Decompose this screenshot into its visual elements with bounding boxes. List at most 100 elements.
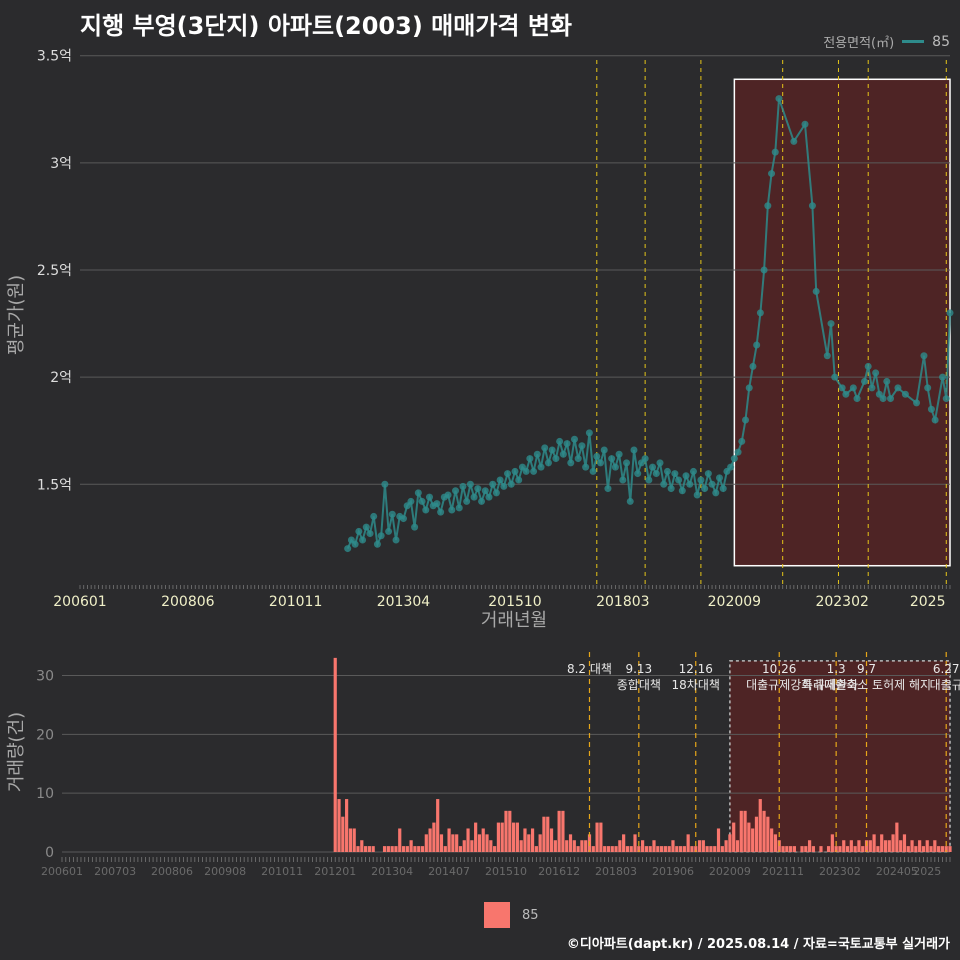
price-point [589, 467, 597, 475]
volume-bar [565, 840, 569, 852]
volume-bar [496, 822, 501, 852]
volume-y-tick-label: 30 [36, 669, 54, 685]
price-point [719, 485, 727, 493]
price-x-tick-label: 2025 [910, 594, 946, 610]
volume-x-tick-label: 202009 [709, 865, 751, 878]
price-point [920, 352, 928, 360]
highlight-region [733, 78, 951, 567]
policy-label: 1.3 [827, 662, 846, 676]
price-point [942, 395, 950, 403]
price-point [522, 467, 530, 475]
volume-bar [868, 840, 872, 852]
price-point [756, 309, 764, 317]
volume-bar [401, 846, 406, 852]
volume-bar [940, 846, 945, 852]
price-point [775, 95, 783, 103]
policy-label: 12.16 [679, 662, 713, 676]
volume-bar [876, 846, 880, 852]
volume-x-tick-label: 201803 [595, 865, 637, 878]
price-point [559, 450, 567, 458]
price-point [489, 480, 497, 488]
price-point [749, 362, 757, 370]
volume-bar [883, 840, 888, 852]
price-point [823, 352, 831, 360]
volume-bar [641, 840, 645, 852]
price-point [556, 437, 564, 445]
volume-bar [910, 840, 914, 852]
volume-bar [405, 846, 409, 852]
volume-bar [534, 846, 538, 852]
price-point [619, 476, 627, 484]
volume-bar [371, 846, 375, 852]
volume-bar [925, 840, 929, 852]
price-point [407, 497, 415, 505]
volume-bar [352, 828, 356, 852]
volume-bar [678, 846, 683, 852]
volume-bar [390, 846, 394, 852]
policy-label: 18차대책 [672, 677, 720, 692]
price-point [682, 472, 690, 480]
volume-bar [519, 840, 523, 852]
volume-bar [436, 799, 440, 852]
price-point [548, 446, 556, 454]
volume-bar [398, 828, 402, 852]
volume-bar [838, 846, 842, 852]
volume-bar [785, 846, 789, 852]
price-x-tick-label: 201011 [269, 594, 322, 610]
volume-bar [652, 840, 656, 852]
price-point [883, 377, 891, 385]
price-point [927, 405, 935, 413]
volume-bar [618, 840, 622, 852]
price-point [541, 444, 549, 452]
volume-bar [489, 840, 493, 852]
price-point [377, 532, 385, 540]
volume-bar [428, 828, 432, 852]
volume-bar [348, 828, 353, 852]
volume-bar [386, 846, 390, 852]
price-point [634, 470, 642, 478]
price-point [459, 482, 467, 490]
volume-bar [466, 828, 470, 852]
price-point [370, 512, 378, 520]
chart-title: 지행 부영(3단지) 아파트(2003) 매매가격 변화 [80, 12, 572, 40]
price-point [730, 455, 738, 463]
price-point [860, 377, 868, 385]
volume-bar [826, 846, 831, 852]
volume-bar [720, 846, 724, 852]
volume-bar [849, 840, 853, 852]
volume-bar [918, 840, 922, 852]
price-point [849, 384, 857, 392]
price-point [351, 540, 359, 548]
volume-bar [462, 840, 466, 852]
price-point [801, 120, 809, 128]
volume-bar [625, 846, 630, 852]
price-point [660, 480, 668, 488]
volume-bar [610, 846, 614, 852]
volume-bar [530, 828, 535, 852]
volume-bar [637, 846, 641, 852]
price-point [344, 545, 352, 553]
volume-bar [872, 834, 876, 852]
volume-bar [622, 834, 626, 852]
price-point [864, 362, 872, 370]
price-point [481, 487, 489, 495]
price-point [359, 536, 367, 544]
volume-bar [762, 810, 766, 852]
price-point [853, 395, 861, 403]
volume-bar [902, 834, 907, 852]
volume-x-tick-label: 201906 [652, 865, 694, 878]
policy-label: 특례대출축소 토허제 해지 [802, 678, 931, 692]
volume-bar [773, 834, 778, 852]
volume-bar [751, 828, 755, 852]
price-point [712, 489, 720, 497]
price-point [392, 536, 400, 544]
volume-bar [792, 846, 797, 852]
price-y-tick-label: 2.5억 [37, 263, 72, 279]
volume-bar [887, 840, 891, 852]
price-point [768, 170, 776, 178]
volume-bar [576, 846, 580, 852]
volume-bar [811, 846, 815, 852]
volume-bar [439, 834, 444, 852]
price-point [771, 148, 779, 156]
price-point [727, 463, 735, 471]
